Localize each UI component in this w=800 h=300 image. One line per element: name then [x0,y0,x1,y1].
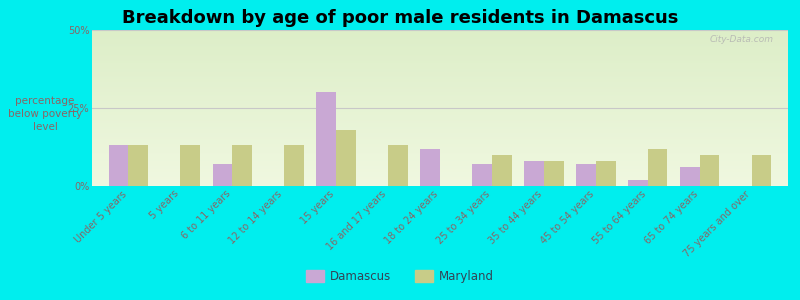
Bar [752,155,771,186]
Bar [388,146,408,186]
Bar [232,146,252,186]
Bar [596,161,615,186]
Bar [648,148,667,186]
Bar [544,161,564,186]
Text: City-Data.com: City-Data.com [710,35,774,44]
Bar [316,92,336,186]
Bar [700,155,719,186]
Bar [213,164,232,186]
Bar [180,146,200,186]
Bar [628,180,648,186]
Bar [109,146,128,186]
Legend: Damascus, Maryland: Damascus, Maryland [302,266,498,288]
Bar [492,155,512,186]
Bar [472,164,492,186]
Bar [284,146,304,186]
Bar [128,146,148,186]
Bar [524,161,544,186]
Bar [680,167,700,186]
Text: percentage
below poverty
level: percentage below poverty level [8,96,82,132]
Text: Breakdown by age of poor male residents in Damascus: Breakdown by age of poor male residents … [122,9,678,27]
Bar [420,148,440,186]
Bar [576,164,596,186]
Bar [336,130,356,186]
